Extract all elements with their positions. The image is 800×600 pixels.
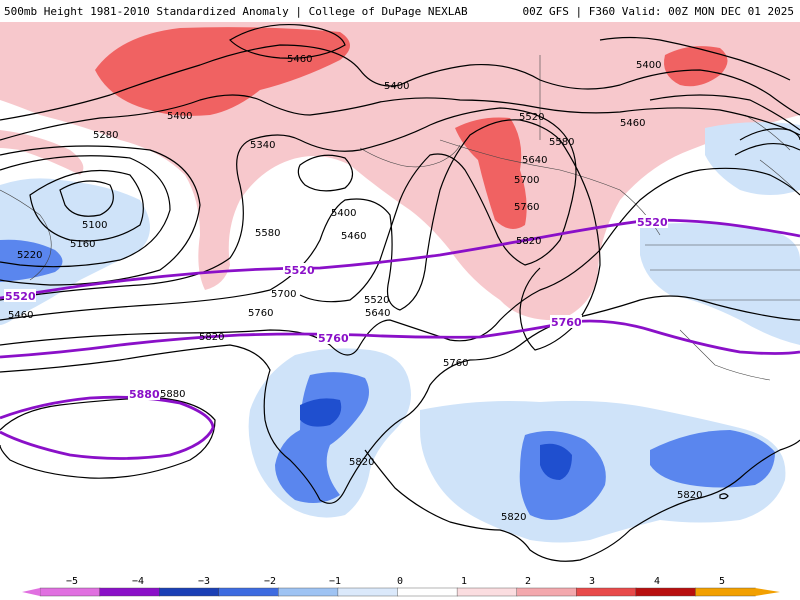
title-bar: 500mb Height 1981-2010 Standardized Anom… xyxy=(0,0,800,22)
negative-anomaly-shading xyxy=(0,122,800,543)
colorbar-swatch xyxy=(218,587,280,597)
colorbar-tick: 4 xyxy=(654,576,660,587)
contour-label: 5400 xyxy=(331,208,356,219)
highlight-label: 5520 xyxy=(637,216,668,229)
colorbar-tick: 3 xyxy=(589,576,595,587)
contour-label: 5820 xyxy=(349,457,374,468)
colorbar-swatch xyxy=(635,587,697,597)
contour-label: 5280 xyxy=(93,130,118,141)
contour-label: 5460 xyxy=(341,231,366,242)
contour-label: 5460 xyxy=(287,54,312,65)
colorbar-tick: −3 xyxy=(198,576,210,587)
colorbar-tick: 1 xyxy=(461,576,467,587)
map-title: 500mb Height 1981-2010 Standardized Anom… xyxy=(4,5,468,18)
highlight-label: 5520 xyxy=(5,290,36,303)
contour-label: 5520 xyxy=(519,112,544,123)
contour-label: 5700 xyxy=(514,175,539,186)
contour-label: 5820 xyxy=(516,236,541,247)
highlight-labels: 5520 5520 5520 5760 5760 5880 xyxy=(4,215,668,401)
contour-label: 5220 xyxy=(17,250,42,261)
colorbar: −5 −4 −3 −2 −1 0 1 2 3 4 5 xyxy=(0,572,800,600)
colorbar-swatch xyxy=(516,587,578,597)
colorbar-tick: 5 xyxy=(719,576,725,587)
highlight-contours xyxy=(0,218,800,460)
contour-label: 5760 xyxy=(248,308,273,319)
contour-label: 5820 xyxy=(501,512,526,523)
colorbar-swatches xyxy=(22,587,780,597)
height-contours xyxy=(0,23,800,562)
contour-label: 5640 xyxy=(522,155,547,166)
contour-label: 5580 xyxy=(549,137,574,148)
contour-label: 5820 xyxy=(677,490,702,501)
colorbar-tick-labels: −5 −4 −3 −2 −1 0 1 2 3 4 5 xyxy=(66,576,725,587)
map-panel: 5460 5400 5400 5400 5280 5340 5520 5580 … xyxy=(0,22,800,572)
contour-label: 5820 xyxy=(199,332,224,343)
colorbar-swatch xyxy=(337,587,399,597)
highlight-label: 5880 xyxy=(129,388,160,401)
highlight-label: 5760 xyxy=(551,316,582,329)
contour-label: 5760 xyxy=(443,358,468,369)
contour-label: 5160 xyxy=(70,239,95,250)
colorbar-swatch xyxy=(576,587,637,597)
contour-label: 5460 xyxy=(620,118,645,129)
colorbar-tick: 0 xyxy=(397,576,403,587)
colorbar-tick: −5 xyxy=(66,576,78,587)
positive-anomaly-shading xyxy=(0,22,800,321)
colorbar-swatch xyxy=(456,587,518,597)
contour-label: 5400 xyxy=(167,111,192,122)
colorbar-swatch xyxy=(39,587,101,597)
colorbar-svg: −5 −4 −3 −2 −1 0 1 2 3 4 5 xyxy=(22,576,780,597)
colorbar-tick: −4 xyxy=(132,576,144,587)
contour-label: 5640 xyxy=(365,308,390,319)
coastlines xyxy=(0,55,800,381)
highlight-label: 5520 xyxy=(284,264,315,277)
colorbar-swatch xyxy=(397,587,458,597)
contour-label: 5100 xyxy=(82,220,107,231)
contour-labels: 5460 5400 5400 5400 5280 5340 5520 5580 … xyxy=(8,54,702,523)
colorbar-swatch xyxy=(278,587,339,597)
colorbar-swatch xyxy=(158,587,220,597)
contour-label: 5700 xyxy=(271,289,296,300)
contour-label: 5880 xyxy=(160,389,185,400)
contour-label: 5340 xyxy=(250,140,275,151)
contour-label: 5400 xyxy=(636,60,661,71)
colorbar-arrow-right xyxy=(755,588,780,596)
colorbar-swatch xyxy=(695,587,756,597)
contour-label: 5760 xyxy=(514,202,539,213)
colorbar-tick: −1 xyxy=(329,576,341,587)
anomaly-map: 5460 5400 5400 5400 5280 5340 5520 5580 … xyxy=(0,22,800,572)
colorbar-tick: 2 xyxy=(525,576,531,587)
colorbar-tick: −2 xyxy=(264,576,276,587)
contour-label: 5400 xyxy=(384,81,409,92)
highlight-label: 5760 xyxy=(318,332,349,345)
colorbar-arrow-left xyxy=(22,588,40,596)
contour-label: 5520 xyxy=(364,295,389,306)
contour-label: 5460 xyxy=(8,310,33,321)
model-run-info: 00Z GFS | F360 Valid: 00Z MON DEC 01 202… xyxy=(522,5,794,18)
colorbar-swatch xyxy=(99,587,160,597)
contour-label: 5580 xyxy=(255,228,280,239)
